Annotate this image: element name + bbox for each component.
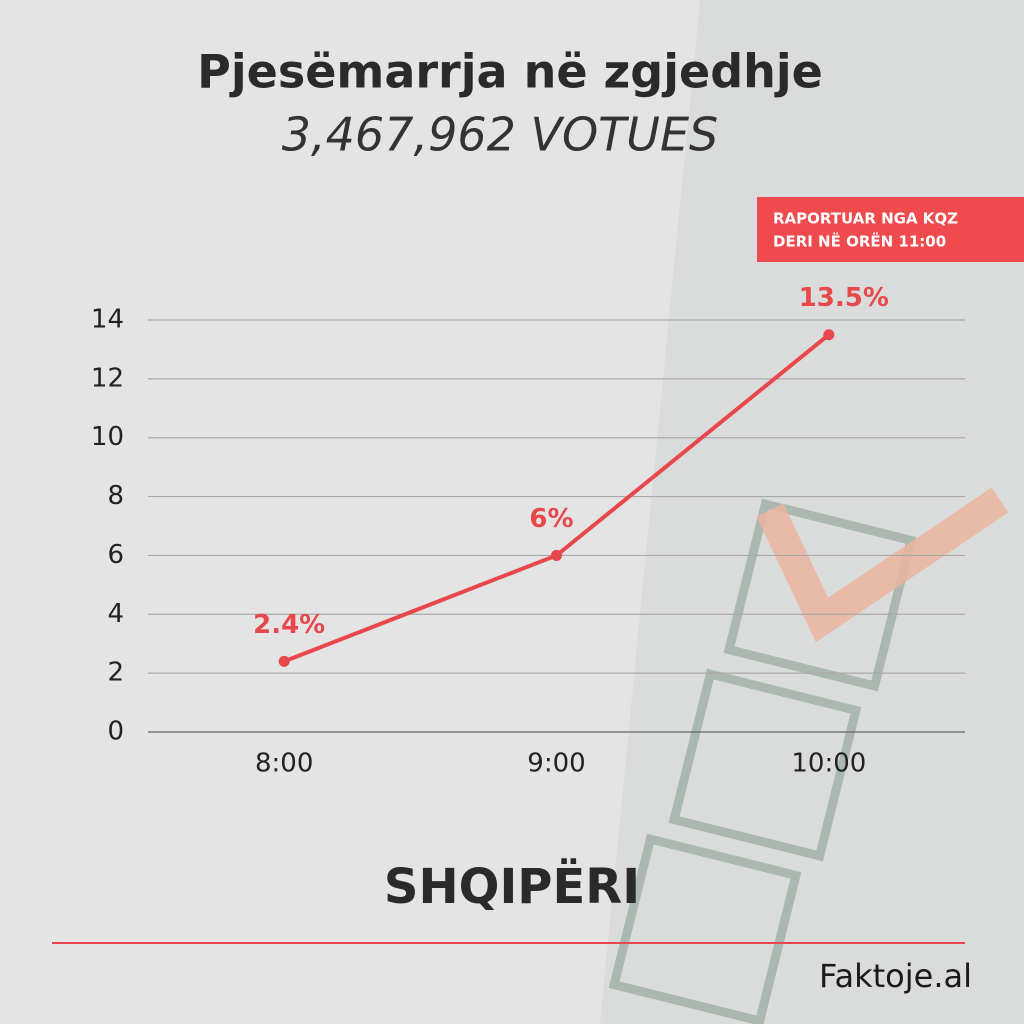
x-tick-label: 10:00 (791, 749, 866, 779)
badge-text: DERI NË ORËN 11:00 (773, 232, 946, 251)
point (823, 329, 835, 341)
y-tick-label: 6 (107, 540, 124, 570)
badge-text: RAPORTUAR NGA KQZ (773, 210, 958, 228)
y-tick-label: 12 (91, 363, 124, 393)
point (278, 655, 290, 667)
source-logo: Faktoje.al (819, 957, 972, 995)
y-tick-label: 10 (91, 422, 124, 452)
badge (757, 197, 1024, 262)
y-tick-label: 14 (91, 305, 124, 335)
data-label: 13.5% (799, 283, 889, 313)
data-label: 6% (529, 504, 573, 534)
checkbox-decoration (608, 498, 917, 1024)
data-label: 2.4% (253, 610, 325, 640)
point (551, 549, 562, 561)
y-tick-label: 4 (107, 599, 124, 629)
region-label: SHQIPËRI (384, 858, 640, 915)
x-tick-label: 9:00 (527, 749, 585, 779)
y-tick-label: 0 (107, 717, 124, 747)
x-tick-label: 8:00 (255, 749, 313, 779)
y-tick-label: 2 (107, 658, 124, 688)
y-tick-label: 8 (107, 481, 124, 511)
check-decoration (756, 487, 1009, 643)
chart-title: Pjesëmarrja në zgjedhje (197, 45, 823, 99)
chart-subtitle: 3,467,962 VOTUES (282, 108, 718, 162)
